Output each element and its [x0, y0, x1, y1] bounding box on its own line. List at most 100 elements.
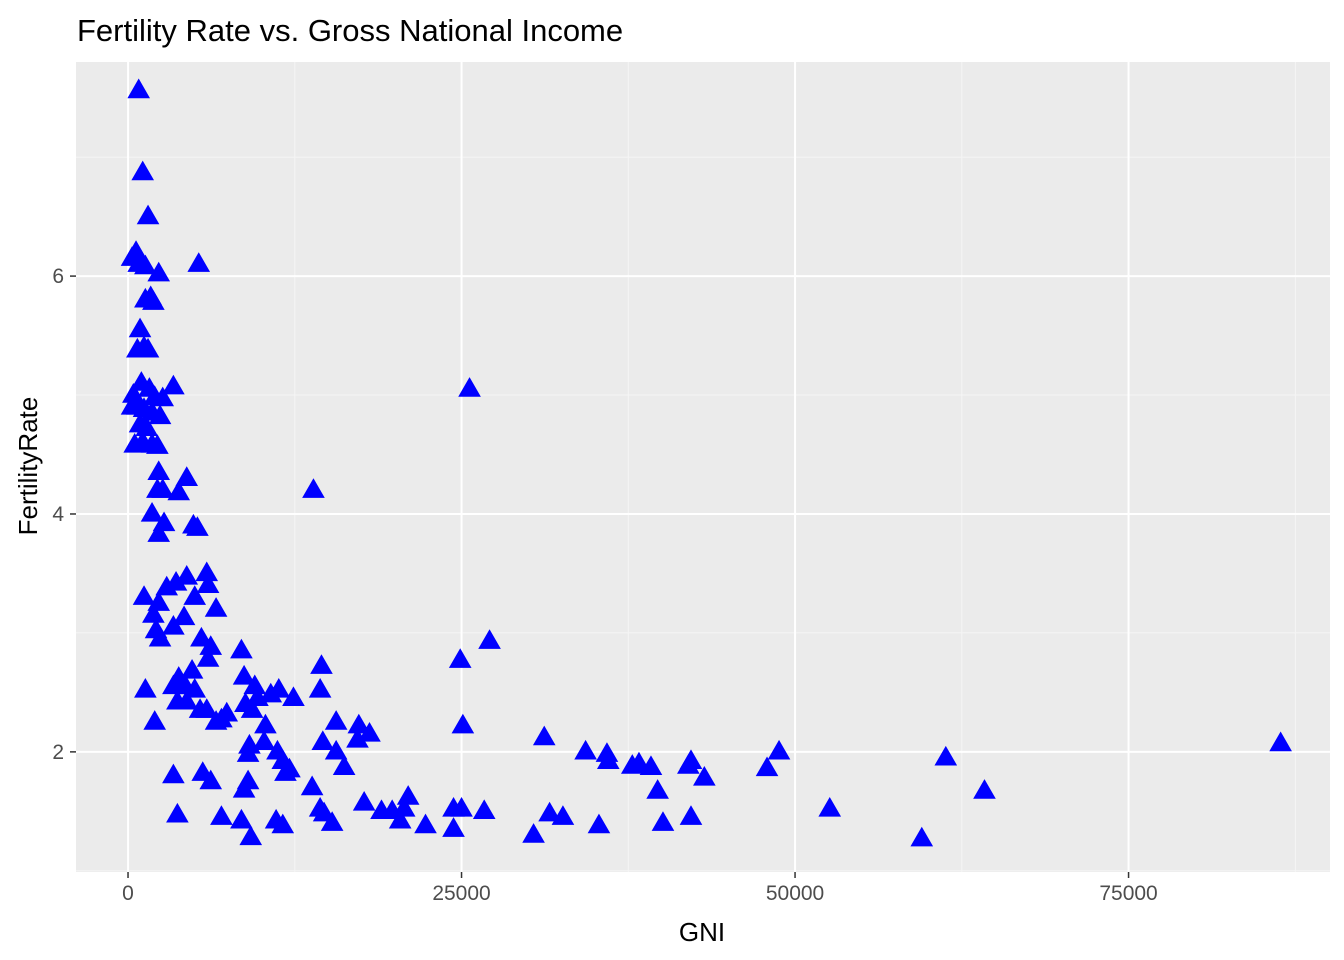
- data-point: [240, 698, 264, 718]
- data-point: [232, 664, 256, 685]
- data-point: [134, 678, 157, 698]
- data-point: [132, 585, 156, 605]
- data-point: [127, 78, 151, 99]
- data-point: [596, 749, 620, 770]
- data-point: [388, 808, 412, 829]
- data-point: [166, 802, 189, 823]
- data-point: [302, 478, 325, 498]
- data-point: [140, 501, 164, 522]
- data-point: [131, 160, 155, 181]
- data-point: [693, 766, 716, 786]
- data-point: [236, 742, 260, 762]
- data-point: [196, 647, 220, 667]
- data-point: [204, 597, 228, 617]
- data-point: [143, 710, 167, 730]
- y-axis: 2 4 6: [52, 265, 76, 764]
- data-point: [135, 416, 159, 436]
- data-point: [147, 460, 171, 481]
- data-point: [162, 614, 185, 635]
- data-point: [274, 761, 297, 781]
- data-point: [639, 755, 663, 775]
- data-point: [324, 739, 348, 760]
- data-point: [311, 730, 335, 751]
- data-point: [252, 730, 276, 751]
- y-tick-label: 6: [52, 265, 64, 288]
- data-point: [136, 337, 160, 358]
- data-point: [651, 811, 675, 831]
- data-point: [146, 434, 169, 454]
- data-point: [448, 648, 472, 668]
- data-point: [210, 805, 233, 825]
- data-point: [187, 252, 211, 272]
- x-axis-title: GNI: [679, 917, 725, 947]
- data-point: [414, 813, 437, 834]
- data-point: [532, 725, 556, 746]
- data-point: [196, 573, 220, 593]
- data-point: [210, 707, 233, 728]
- data-point: [134, 254, 157, 275]
- data-point: [551, 805, 575, 825]
- data-point: [392, 796, 416, 817]
- data-point: [175, 466, 199, 486]
- data-point: [300, 775, 324, 796]
- y-tick-label: 4: [52, 503, 64, 526]
- data-point: [162, 374, 185, 395]
- data-point: [186, 516, 209, 536]
- data-point: [472, 799, 496, 819]
- data-point: [324, 710, 348, 730]
- data-point: [308, 678, 332, 698]
- x-axis: 0 25000 50000 75000: [122, 872, 1158, 905]
- x-tick-label: 0: [122, 882, 134, 905]
- data-point: [155, 575, 179, 596]
- data-point: [175, 689, 199, 710]
- data-point: [332, 755, 356, 775]
- y-tick-label: 2: [52, 741, 64, 764]
- data-point: [522, 823, 545, 843]
- data-point: [175, 565, 199, 585]
- data-point: [767, 739, 791, 760]
- data-point: [142, 603, 165, 623]
- data-point: [910, 826, 934, 847]
- data-point: [180, 658, 204, 679]
- data-point: [230, 638, 253, 659]
- data-point: [574, 739, 597, 760]
- data-point: [142, 290, 165, 310]
- data-point: [538, 801, 561, 822]
- data-point: [239, 825, 263, 846]
- data-point: [934, 745, 958, 766]
- data-point: [627, 751, 651, 772]
- data-point: [458, 377, 481, 397]
- data-point: [128, 317, 152, 338]
- data-point: [818, 796, 842, 817]
- data-point: [148, 626, 172, 647]
- y-axis-title: FertilityRate: [13, 397, 43, 536]
- data-point: [136, 204, 160, 225]
- data-point: [352, 791, 376, 811]
- data-point: [195, 698, 219, 718]
- data-point: [147, 261, 171, 282]
- data-point: [310, 654, 333, 674]
- data-point: [183, 678, 207, 698]
- data-point: [167, 480, 191, 501]
- data-point: [755, 756, 779, 777]
- data-point: [478, 629, 501, 649]
- data-point: [358, 722, 381, 742]
- data-point: [450, 796, 473, 817]
- plot-panel: [76, 62, 1330, 872]
- data-point: [271, 813, 295, 834]
- data-point: [587, 813, 611, 834]
- x-tick-label: 50000: [766, 882, 824, 905]
- gridlines: [76, 62, 1330, 872]
- data-point: [230, 808, 253, 829]
- data-point: [190, 626, 213, 647]
- data-point: [1269, 731, 1292, 752]
- x-tick-label: 25000: [432, 882, 490, 905]
- data-point: [147, 522, 171, 542]
- data-point: [259, 682, 283, 703]
- data-point: [451, 713, 475, 734]
- data-point: [232, 777, 256, 798]
- data-point: [148, 404, 172, 425]
- x-tick-label: 75000: [1099, 882, 1157, 905]
- data-point: [151, 386, 175, 407]
